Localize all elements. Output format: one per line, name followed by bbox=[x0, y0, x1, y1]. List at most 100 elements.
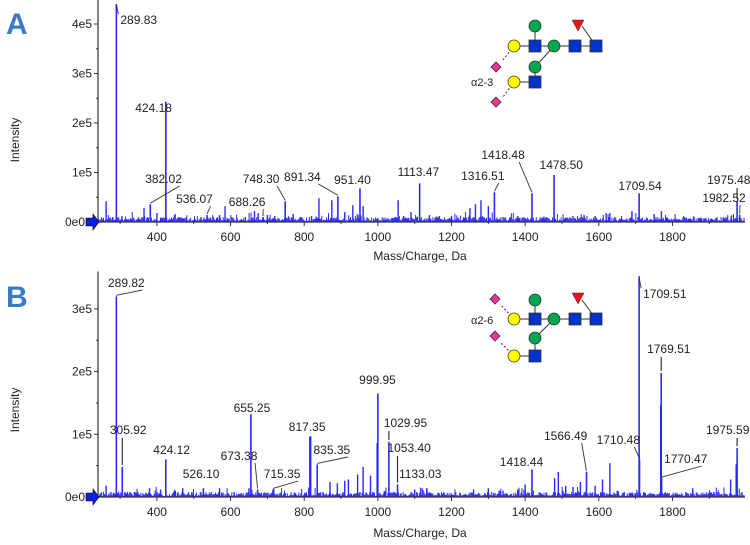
sialic-acid-icon bbox=[490, 61, 502, 73]
glcnac-icon bbox=[589, 39, 603, 53]
x-tick-label: 1800 bbox=[659, 230, 686, 244]
peak-label: 1478.50 bbox=[540, 158, 584, 172]
peak-label: 688.26 bbox=[229, 195, 266, 209]
label-leader-line bbox=[254, 462, 259, 489]
peak-label: 1113.47 bbox=[398, 165, 440, 179]
peak-label: 289.83 bbox=[120, 13, 157, 27]
peak-label: 1029.95 bbox=[384, 416, 428, 430]
x-tick-label: 1200 bbox=[438, 230, 465, 244]
x-tick-label: 1000 bbox=[365, 230, 392, 244]
glcnac-icon bbox=[528, 349, 542, 363]
glcnac-icon bbox=[589, 312, 603, 326]
y-tick-label: 0e0 bbox=[65, 490, 85, 504]
mannose-icon bbox=[528, 60, 542, 74]
peak-label: 817.35 bbox=[289, 420, 326, 434]
peak-label: 1710.48 bbox=[597, 433, 641, 447]
x-axis-title-a: Mass/Charge, Da bbox=[373, 249, 467, 263]
glcnac-icon bbox=[528, 312, 542, 326]
peak-label: 424.18 bbox=[135, 101, 172, 115]
label-leader-line bbox=[206, 205, 211, 215]
y-tick-label: 0e0 bbox=[65, 215, 85, 229]
x-tick-label: 1600 bbox=[585, 230, 612, 244]
x-tick-label: 1400 bbox=[512, 505, 539, 519]
linkage-label-a: α2-3 bbox=[471, 77, 493, 89]
y-axis-title-b: Intensity bbox=[8, 388, 22, 433]
y-tick-label: 3e5 bbox=[72, 67, 92, 81]
peak-label: 1770.47 bbox=[664, 452, 708, 466]
x-tick-label: 1400 bbox=[512, 230, 539, 244]
glycan-structure-b: α2-6 bbox=[471, 292, 603, 363]
sialic-acid-icon bbox=[489, 293, 501, 305]
y-tick-label: 3e5 bbox=[72, 302, 92, 316]
y-tick-label: 1e5 bbox=[72, 427, 92, 441]
x-tick-label: 600 bbox=[221, 505, 241, 519]
mannose-icon bbox=[528, 293, 542, 307]
peak-label: 1709.54 bbox=[618, 179, 662, 193]
glcnac-icon bbox=[528, 75, 542, 89]
label-leader-line bbox=[116, 289, 143, 296]
peak-label: 655.25 bbox=[234, 401, 271, 415]
axes-b bbox=[85, 271, 745, 506]
peak-label: 748.30 bbox=[243, 172, 280, 186]
peak-label: 382.02 bbox=[145, 172, 182, 186]
galactose-icon bbox=[507, 75, 521, 89]
x-tick-label: 1800 bbox=[659, 505, 686, 519]
x-tick-label: 400 bbox=[147, 505, 167, 519]
label-leader-line bbox=[317, 456, 348, 464]
galactose-icon bbox=[507, 39, 521, 53]
peak-label: 673.38 bbox=[221, 449, 258, 463]
linkage-label-b: α2-6 bbox=[471, 315, 493, 327]
ticks-b: 400 600 800 1000 1200 1400 1600 1800 0e0 1e5 2e5 3e… bbox=[65, 302, 710, 519]
label-leader-line bbox=[518, 161, 533, 193]
peak-label: 1982.52 bbox=[702, 191, 746, 205]
y-tick-label: 2e5 bbox=[72, 116, 92, 130]
fucose-icon bbox=[571, 19, 585, 32]
panel-a: A Intensity Mass/Charge, Da 400 600 800 100… bbox=[6, 0, 750, 263]
glcnac-icon bbox=[528, 39, 542, 53]
mannose-icon bbox=[528, 331, 542, 345]
galactose-icon bbox=[507, 312, 521, 326]
peak-labels-a: 289.83 424.18 382.02 536.07 688.26 748.30 891.… bbox=[115, 3, 750, 217]
sialic-acid-icon bbox=[490, 96, 502, 108]
ticks-a: 400 600 800 1000 1200 1400 1600 1800 0e0 1e5 2e5 3e… bbox=[65, 17, 710, 244]
x-tick-label: 600 bbox=[221, 230, 241, 244]
label-leader-line bbox=[638, 277, 642, 289]
mannose-icon bbox=[547, 312, 561, 326]
peak-label: 1316.51 bbox=[461, 169, 505, 183]
peak-label: 536.07 bbox=[176, 192, 213, 206]
label-leader-line bbox=[115, 3, 119, 15]
x-tick-label: 800 bbox=[294, 230, 314, 244]
baseline-arrow-icon bbox=[85, 213, 100, 231]
peak-label: 1709.51 bbox=[643, 287, 687, 301]
peak-labels-b: 289.82 305.92 424.12 526.10 655.25 673.38 715.… bbox=[108, 276, 750, 489]
label-leader-line bbox=[661, 465, 702, 478]
baseline-arrow-icon bbox=[85, 488, 100, 506]
peak-label: 305.92 bbox=[110, 423, 147, 437]
peak-label: 835.35 bbox=[313, 443, 350, 457]
glcnac-icon bbox=[568, 312, 582, 326]
x-axis-title-b: Mass/Charge, Da bbox=[373, 526, 467, 540]
mannose-icon bbox=[547, 39, 561, 53]
peak-label: 1566.49 bbox=[544, 429, 588, 443]
x-tick-label: 1200 bbox=[438, 505, 465, 519]
fucose-icon bbox=[571, 292, 585, 305]
label-leader-line bbox=[633, 446, 640, 459]
peak-label: 1053.40 bbox=[387, 441, 431, 455]
peak-label: 1133.03 bbox=[399, 467, 442, 481]
x-tick-label: 1000 bbox=[365, 505, 392, 519]
peak-label: 289.82 bbox=[108, 276, 145, 290]
glycan-structure-a: α2-3 bbox=[471, 19, 603, 108]
panel-b: B Intensity Mass/Charge, Da 400 600 800 100… bbox=[6, 271, 750, 540]
glcnac-icon bbox=[568, 39, 582, 53]
peaks-b bbox=[98, 276, 745, 497]
peak-label: 424.12 bbox=[153, 443, 190, 457]
peak-label: 951.40 bbox=[334, 173, 371, 187]
label-leader-line bbox=[581, 442, 587, 471]
label-leader-line bbox=[494, 182, 500, 192]
peak-label: 999.95 bbox=[359, 373, 396, 387]
y-tick-label: 2e5 bbox=[72, 365, 92, 379]
peak-label: 1975.48 bbox=[707, 173, 750, 187]
peak-label: 1418.48 bbox=[481, 148, 525, 162]
x-tick-label: 400 bbox=[147, 230, 167, 244]
